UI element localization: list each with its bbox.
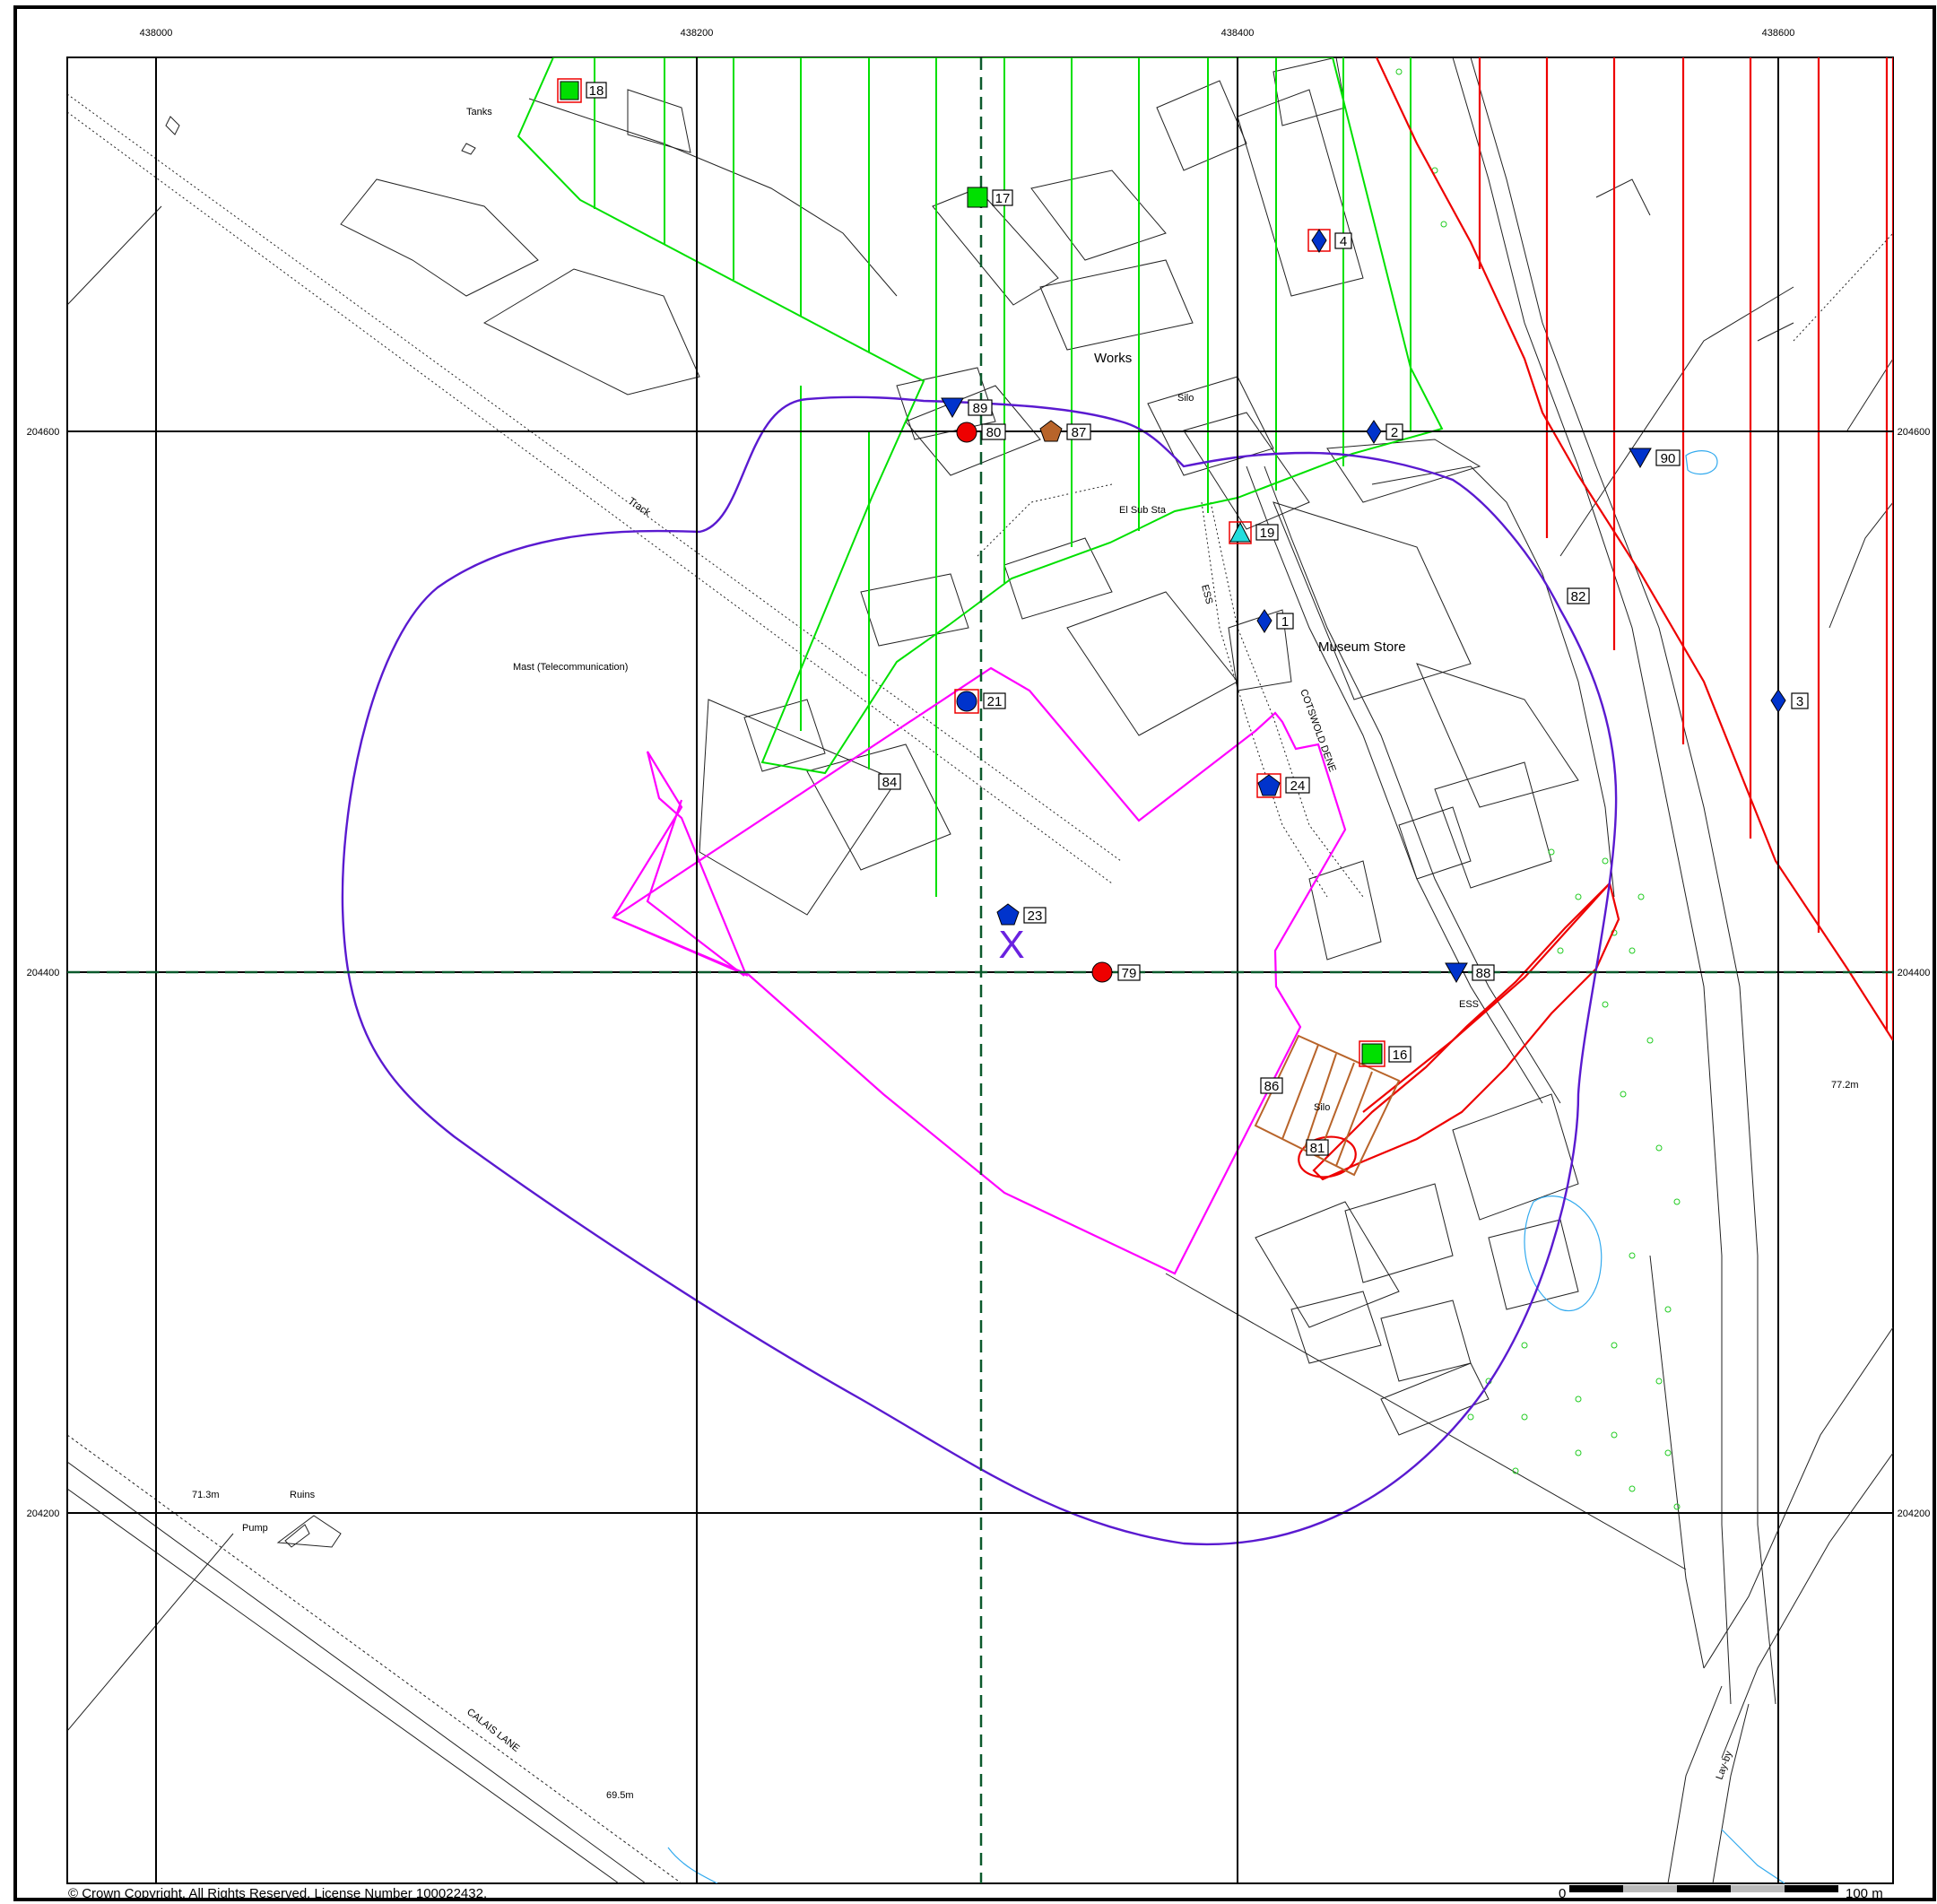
- label-ruins: Ruins: [290, 1490, 316, 1500]
- marker-label-3: 3: [1796, 694, 1803, 709]
- northing-label-right-204200: 204200: [1898, 1508, 1931, 1519]
- marker-label-23: 23: [1028, 909, 1043, 924]
- marker-label-88: 88: [1476, 966, 1491, 981]
- northing-label-left-204600: 204600: [27, 427, 60, 438]
- label-pump: Pump: [242, 1523, 268, 1534]
- label-silo-top: Silo: [1177, 393, 1194, 404]
- label-spot-height-south: 69.5m: [606, 1790, 634, 1801]
- marker-label-86: 86: [1264, 1079, 1280, 1094]
- northing-label-right-204600: 204600: [1898, 427, 1931, 438]
- marker-18[interactable]: 18: [557, 78, 607, 103]
- marker-19[interactable]: 19: [1229, 521, 1279, 544]
- marker-79[interactable]: 79: [1091, 961, 1141, 983]
- label-silo-bottom: Silo: [1314, 1102, 1330, 1113]
- scale-bar: 0 100 m: [1559, 1885, 1883, 1901]
- marker-label-19: 19: [1260, 526, 1275, 541]
- magenta-site-boundary-inner: [646, 799, 745, 977]
- easting-label-438200: 438200: [681, 28, 714, 39]
- northing-label-right-204400: 204400: [1898, 968, 1931, 978]
- marker-label-82: 82: [1571, 589, 1586, 604]
- marker-1[interactable]: 1: [1256, 609, 1294, 633]
- marker-89[interactable]: 89: [941, 397, 993, 419]
- buffer-outline: [341, 396, 1618, 1546]
- marker-88[interactable]: 88: [1445, 962, 1495, 984]
- marker-90[interactable]: 90: [1629, 448, 1681, 469]
- marker-label-16: 16: [1393, 1048, 1408, 1063]
- copyright-notice: © Crown Copyright. All Rights Reserved. …: [68, 1886, 487, 1901]
- label-ess-top: ESS: [1199, 584, 1214, 605]
- label-mast: Mast (Telecommunication): [513, 662, 628, 673]
- marker-82[interactable]: 82: [1567, 587, 1590, 604]
- marker-label-80: 80: [986, 425, 1002, 440]
- label-museum-store: Museum Store: [1318, 639, 1406, 655]
- green-hatched-zone: [517, 57, 1444, 897]
- marker-2[interactable]: 2: [1366, 420, 1403, 444]
- northing-label-left-204200: 204200: [27, 1508, 60, 1519]
- marker-label-87: 87: [1072, 425, 1087, 440]
- marker-84[interactable]: 84: [878, 773, 901, 790]
- marker-label-81: 81: [1310, 1141, 1325, 1156]
- marker-24[interactable]: 24: [1256, 773, 1310, 798]
- site-x-marker: X: [998, 923, 1024, 967]
- basemap-linework: [67, 57, 1893, 1883]
- marker-label-18: 18: [589, 83, 604, 99]
- label-works: Works: [1094, 351, 1132, 366]
- marker-label-21: 21: [987, 694, 1003, 709]
- marker-label-2: 2: [1391, 425, 1398, 440]
- red-hatched-zone: [1298, 57, 1893, 1181]
- label-spot-height-west: 71.3m: [192, 1490, 220, 1500]
- scale-bar-start: 0: [1559, 1886, 1566, 1901]
- northing-label-left-204400: 204400: [27, 968, 60, 978]
- marker-3[interactable]: 3: [1770, 689, 1809, 713]
- easting-label-438000: 438000: [140, 28, 173, 39]
- easting-label-438600: 438600: [1762, 28, 1795, 39]
- marker-label-84: 84: [882, 775, 898, 790]
- marker-21[interactable]: 21: [954, 689, 1006, 714]
- label-ess-bottom: ESS: [1459, 999, 1479, 1010]
- water-features: [667, 450, 1785, 1883]
- marker-label-1: 1: [1281, 614, 1289, 630]
- marker-86[interactable]: 86: [1260, 1077, 1283, 1094]
- marker-label-79: 79: [1122, 966, 1137, 981]
- marker-87[interactable]: 87: [1039, 420, 1091, 442]
- marker-label-17: 17: [995, 191, 1011, 206]
- marker-16[interactable]: 16: [1359, 1040, 1411, 1067]
- marker-4[interactable]: 4: [1307, 229, 1352, 253]
- label-tanks: Tanks: [466, 107, 492, 117]
- marker-81[interactable]: 81: [1306, 1139, 1329, 1156]
- magenta-site-boundary: [611, 666, 1347, 1275]
- brown-zone: [1254, 1034, 1401, 1177]
- label-spot-height-east: 77.2m: [1831, 1080, 1859, 1091]
- easting-label-438400: 438400: [1221, 28, 1255, 39]
- label-el-sub-sta: El Sub Sta: [1119, 505, 1167, 516]
- marker-label-4: 4: [1340, 234, 1347, 249]
- marker-label-89: 89: [973, 401, 988, 416]
- dashed-reference-lines: [67, 57, 1893, 1883]
- marker-17[interactable]: 17: [967, 187, 1013, 208]
- marker-label-24: 24: [1290, 778, 1306, 794]
- tree-symbols: [1395, 68, 1681, 1510]
- marker-label-90: 90: [1661, 451, 1676, 466]
- marker-23[interactable]: 23: [996, 903, 1047, 926]
- scale-bar-end: 100 m: [1846, 1886, 1883, 1901]
- marker-80[interactable]: 80: [956, 422, 1006, 443]
